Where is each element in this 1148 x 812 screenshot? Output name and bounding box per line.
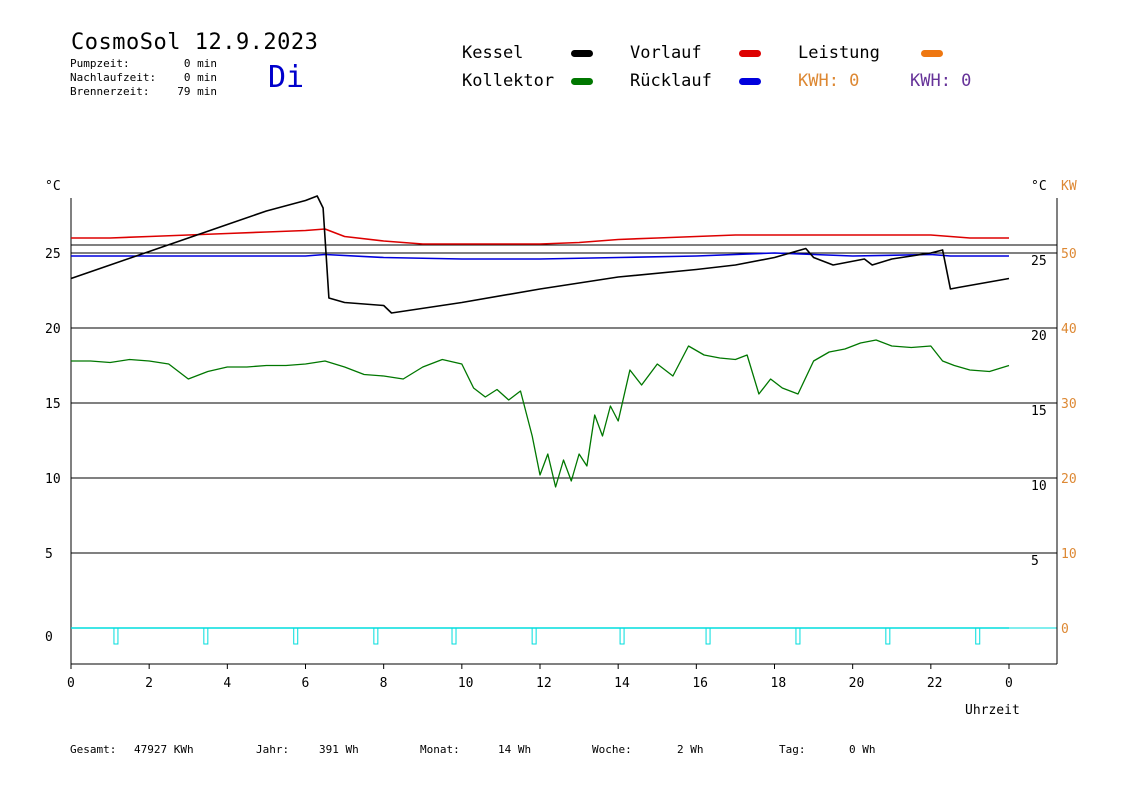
legend-leistung-swatch xyxy=(921,50,943,57)
pump-pulse-6 xyxy=(619,627,625,645)
stat-pumpzeit-value: 0 min xyxy=(183,57,217,70)
stat-brennerzeit-label: Brennerzeit: xyxy=(70,85,150,98)
x-tick-7: 14 xyxy=(614,676,630,691)
legend-vorlauf-label: Vorlauf xyxy=(630,43,702,63)
pump-pulse-2 xyxy=(293,627,299,645)
y-left-tick-20: 20 xyxy=(45,322,61,337)
legend-ruecklauf-label: Rücklauf xyxy=(630,71,712,91)
stat-pumpzeit-label: Pumpzeit: xyxy=(70,57,130,70)
x-tick-8: 16 xyxy=(692,676,708,691)
footer-monat-label: Monat: xyxy=(420,743,460,756)
x-tick-4: 8 xyxy=(380,676,388,691)
legend-kessel-swatch xyxy=(571,50,593,57)
stat-nachlaufzeit-value: 0 min xyxy=(183,71,217,84)
x-tick-3: 6 xyxy=(302,676,310,691)
y-left-tick-15: 15 xyxy=(45,397,61,412)
footer-gesamt-label: Gesamt: xyxy=(70,743,117,756)
y-kw-tick-30: 30 xyxy=(1061,397,1077,412)
pump-pulse-5 xyxy=(531,627,537,645)
x-tick-6: 12 xyxy=(536,676,552,691)
footer-monat-value: 14 Wh xyxy=(498,743,532,756)
stat-nachlaufzeit-label: Nachlaufzeit: xyxy=(70,71,157,84)
pump-pulse-8 xyxy=(795,627,801,645)
x-axis-label: Uhrzeit xyxy=(965,703,1020,718)
footer-jahr-label: Jahr: xyxy=(256,743,290,756)
footer-jahr-value: 391 Wh xyxy=(319,743,359,756)
x-tick-0: 0 xyxy=(67,676,75,691)
series-vorlauf xyxy=(71,228,1009,245)
y-right-tick-15: 15 xyxy=(1031,404,1047,419)
y-left-label: °C xyxy=(45,179,61,194)
x-tick-12: 0 xyxy=(1005,676,1013,691)
footer-woche-value: 2 Wh xyxy=(677,743,704,756)
legend-vorlauf-swatch xyxy=(739,50,761,57)
y-kw-label: KW xyxy=(1061,179,1077,194)
y-kw-tick-10: 10 xyxy=(1061,547,1077,562)
pump-pulse-10 xyxy=(975,627,981,645)
x-tick-10: 20 xyxy=(849,676,865,691)
y-kw-tick-0: 0 xyxy=(1061,622,1069,637)
series-kollektor xyxy=(71,339,1010,488)
legend-kwh-total: KWH: 0 xyxy=(910,71,972,91)
x-tick-2: 4 xyxy=(223,676,231,691)
y-left-tick-5: 5 xyxy=(45,547,53,562)
y-right-tick-10: 10 xyxy=(1031,479,1047,494)
y-left-tick-10: 10 xyxy=(45,472,61,487)
chart-title: CosmoSol 12.9.2023 xyxy=(71,30,319,55)
y-kw-tick-20: 20 xyxy=(1061,472,1077,487)
pump-pulse-3 xyxy=(373,627,379,645)
series-kessel xyxy=(70,195,1010,314)
y-right-label: °C xyxy=(1031,179,1047,194)
y-kw-tick-40: 40 xyxy=(1061,322,1077,337)
y-left-tick-25: 25 xyxy=(45,247,61,262)
y-left-tick-0: 0 xyxy=(45,630,53,645)
x-tick-11: 22 xyxy=(927,676,943,691)
legend-kollektor-label: Kollektor xyxy=(462,71,555,91)
y-kw-tick-50: 50 xyxy=(1061,247,1077,262)
pump-pulse-4 xyxy=(451,627,457,645)
y-right-tick-5: 5 xyxy=(1031,554,1039,569)
pump-pulse-9 xyxy=(885,627,891,645)
footer-tag-label: Tag: xyxy=(779,743,806,756)
pump-pulse-7 xyxy=(705,627,711,645)
pump-pulse-1 xyxy=(203,627,209,645)
legend-kwh-leistung: KWH: 0 xyxy=(798,71,860,91)
y-right-tick-25: 25 xyxy=(1031,254,1047,269)
footer-gesamt-value: 47927 KWh xyxy=(134,743,194,756)
stat-brennerzeit-value: 79 min xyxy=(177,85,217,98)
legend-kessel-label: Kessel xyxy=(462,43,524,63)
legend-kollektor-swatch xyxy=(571,78,593,85)
x-tick-9: 18 xyxy=(771,676,787,691)
pump-pulse-0 xyxy=(113,627,119,645)
footer-tag-value: 0 Wh xyxy=(849,743,876,756)
legend-leistung-label: Leistung xyxy=(798,43,880,63)
legend-ruecklauf-swatch xyxy=(739,78,761,85)
weekday-label: Di xyxy=(268,60,305,95)
y-right-tick-20: 20 xyxy=(1031,329,1047,344)
series-rücklauf xyxy=(71,252,1009,260)
x-tick-1: 2 xyxy=(145,676,153,691)
x-tick-5: 10 xyxy=(458,676,474,691)
footer-woche-label: Woche: xyxy=(592,743,632,756)
